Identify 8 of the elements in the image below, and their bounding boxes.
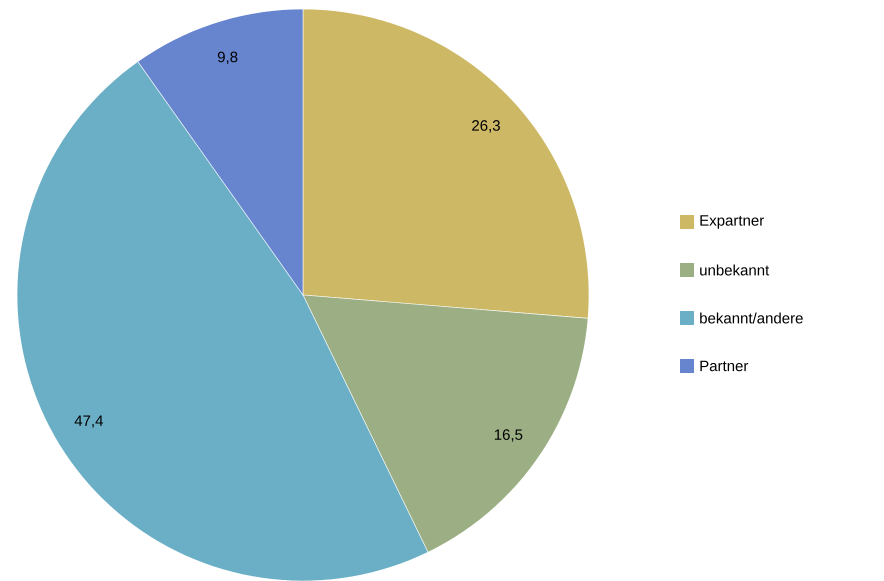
legend-label: Partner — [700, 360, 748, 372]
legend-label: unbekannt — [700, 264, 770, 276]
data-label: 47,4 — [74, 416, 104, 428]
data-label: 9,8 — [218, 52, 238, 64]
legend-label: Expartner — [700, 215, 764, 229]
data-label: 16,5 — [494, 429, 522, 442]
legend-label: bekannt/andere — [700, 312, 803, 324]
data-label: 26,3 — [472, 120, 500, 133]
